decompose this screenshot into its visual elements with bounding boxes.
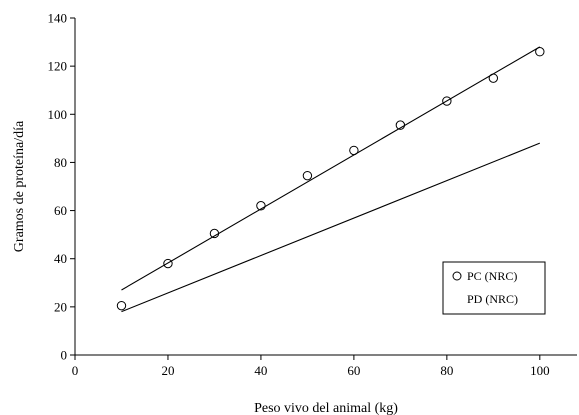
pc-regression-line (121, 46, 541, 291)
chart-ticks: 0 20 40 60 80 100 0 20 40 60 80 100 120 140 (48, 11, 550, 379)
y-axis-title: Gramos de proteína/día (12, 120, 27, 252)
x-tick-label: 80 (440, 363, 453, 378)
chart-series (116, 46, 545, 313)
chart-axes (74, 18, 577, 356)
pc-nrc-point (302, 170, 313, 181)
legend-label-pd: PD (NRC) (467, 292, 518, 306)
y-tick-label: 40 (54, 251, 67, 266)
pd-nrc-line (121, 142, 541, 313)
y-tick-label: 20 (54, 299, 67, 314)
y-tick-label: 140 (48, 11, 68, 26)
legend-label-pc: PC (NRC) (467, 269, 517, 283)
legend-box (442, 261, 546, 315)
x-tick-label: 100 (530, 363, 550, 378)
pc-nrc-point (116, 300, 127, 311)
legend-marker-pc (452, 271, 462, 281)
x-tick-label: 60 (347, 363, 360, 378)
y-tick-label: 120 (48, 59, 68, 74)
x-tick-label: 0 (72, 363, 79, 378)
y-tick-label: 60 (54, 203, 67, 218)
y-tick-label: 0 (61, 348, 68, 363)
x-tick-label: 20 (161, 363, 174, 378)
legend: PC (NRC) PD (NRC) (442, 261, 546, 315)
y-tick-label: 100 (48, 107, 68, 122)
y-tick-label: 80 (54, 155, 67, 170)
x-axis-title: Peso vivo del animal (kg) (254, 401, 398, 415)
x-tick-label: 40 (254, 363, 267, 378)
